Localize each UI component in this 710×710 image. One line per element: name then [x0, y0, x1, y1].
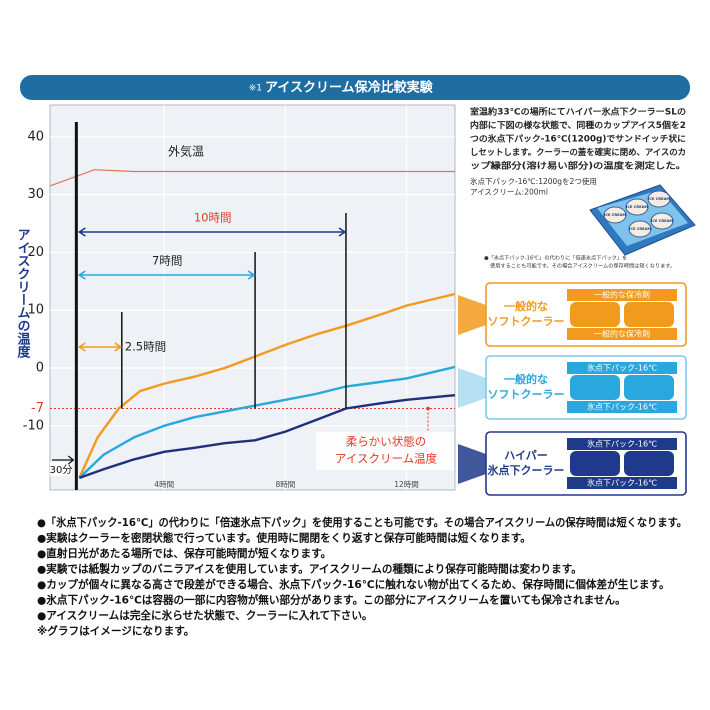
- pack-bottom: [567, 477, 677, 489]
- y-tick-label: 30: [27, 187, 44, 202]
- panel-label: 一般的な: [504, 372, 548, 386]
- cup-left: [570, 375, 620, 400]
- ice-cup: [603, 206, 627, 224]
- ice-cup: [647, 190, 671, 208]
- pack-top: [567, 362, 677, 374]
- ice-cup: [628, 220, 652, 238]
- pack-bottom: [567, 328, 677, 340]
- cup-right: [624, 451, 674, 476]
- description-line: 内部に下図の様な状態で、同種のカップアイス5個を2: [470, 119, 686, 131]
- description-line: ップ縁部分(溶け易い部分)の温度を測定した。: [470, 160, 686, 172]
- note-line: ●カップが個々に異なる高さで段差ができる場合、氷点下パック-16℃に触れない物が…: [37, 578, 670, 591]
- panel-label: ソフトクーラー: [488, 388, 565, 401]
- cup-label: ICE CREAM: [629, 227, 651, 231]
- cup-right: [624, 302, 674, 327]
- x-tick-label: 12時間: [394, 480, 419, 489]
- pack-label: 氷点下パック-16℃: [587, 439, 657, 449]
- pack-label: 一般的な保冷剤: [594, 329, 650, 339]
- span-label: 10時間: [194, 211, 232, 225]
- note-line: ※グラフはイメージになります。: [37, 625, 194, 638]
- cup-right: [624, 375, 674, 400]
- note-line: ●実験はクーラーを密閉状態で行っています。使用時に開閉をくり返すと保存可能時間は…: [37, 532, 531, 545]
- side-note: ●「氷点下パック-16℃」の代わりに「倍速氷点下パック」を: [484, 254, 627, 262]
- panel-label: 一般的な: [504, 299, 548, 313]
- series-line: [49, 169, 455, 187]
- start-label-bg: [50, 462, 72, 476]
- pack-bottom: [567, 401, 677, 413]
- start-label: 30分: [50, 464, 73, 476]
- series-line: [78, 394, 456, 480]
- y-tick-label: 0: [36, 361, 44, 376]
- y-axis-label: アイスクリームの温度: [15, 228, 31, 359]
- y-tick-label: -10: [23, 418, 44, 433]
- panel-label: ハイパー: [504, 449, 548, 462]
- side-panel: 室温約33℃の場所にてハイパー氷点下クーラーSLの内部に下図の様な状態で、同種の…: [458, 106, 696, 496]
- series-label: 外気温: [168, 144, 204, 159]
- description-line: しセットします。クーラーの蓋を確実に閉め、アイスのカ: [470, 146, 686, 158]
- cup-left: [570, 451, 620, 476]
- ice-cup: [625, 198, 649, 216]
- pack-top: [567, 438, 677, 450]
- panel-pointer: [458, 368, 486, 408]
- pack-label: 氷点下パック-16℃: [587, 363, 657, 373]
- ice-cup: [650, 212, 674, 230]
- pack-label: 氷点下パック-16℃: [587, 402, 657, 412]
- panel-pointer: [458, 444, 486, 484]
- plot: 40 30 20 10 0 -10 4時間 8時間 12時間 -7 柔らかい状態のアイスクリーム温度…: [15, 105, 456, 490]
- panel-pointer: [458, 295, 486, 335]
- x-tick-label: 8時間: [275, 480, 295, 489]
- description-line: 室温約33℃の場所にてハイパー氷点下クーラーSLの: [470, 106, 686, 118]
- notes: ●「氷点下パック-16℃」の代わりに「倍速氷点下パック」を使用することも可能です…: [37, 516, 687, 638]
- note-line: ●「氷点下パック-16℃」の代わりに「倍速氷点下パック」を使用することも可能です…: [37, 516, 687, 529]
- threshold-box: [316, 432, 454, 470]
- threshold-note: アイスクリーム温度: [335, 452, 438, 466]
- span-arrow: [77, 270, 256, 280]
- note-line: ●アイスクリームは完全に氷らせた状態で、クーラーに入れて下さい。: [37, 609, 373, 622]
- span-arrow: [77, 227, 347, 237]
- note-line: ●氷点下パック-16℃は容器の一部に内容物が無い部分があります。この部分にアイス…: [37, 594, 626, 607]
- chart-title: アイスクリーム保冷比較実験: [265, 80, 434, 96]
- spec-line: アイスクリーム:200ml: [470, 188, 548, 197]
- title-mark: ※1: [249, 84, 262, 94]
- span-label: 7時間: [152, 254, 182, 268]
- cup-label: ICE CREAM: [651, 219, 673, 223]
- panel-label: ソフトクーラー: [488, 315, 565, 328]
- span-arrow: [77, 342, 123, 352]
- cup-label: ICE CREAM: [648, 197, 670, 201]
- side-note: 使用することも可能です。その場合アイスクリームの保存時間は短くなります。: [490, 262, 675, 270]
- cup-label: ICE CREAM: [626, 205, 648, 209]
- cup-label: ICE CREAM: [604, 213, 626, 217]
- note-line: ●実験では紙製カップのバニラアイスを使用しています。アイスクリームの種類により保…: [37, 563, 582, 576]
- pack-label: 一般的な保冷剤: [594, 290, 650, 300]
- threshold-label: -7: [31, 401, 44, 416]
- title-banner: [20, 75, 690, 100]
- start-arrow: [52, 455, 75, 465]
- y-tick-label: 40: [27, 129, 44, 144]
- threshold-dot: [426, 406, 430, 411]
- spec-line: 氷点下パック-16℃:1200gを2つ使用: [470, 176, 597, 186]
- note-line: ●直射日光があたる場所では、保存可能時間が短くなります。: [37, 547, 331, 560]
- threshold-note: 柔らかい状態の: [346, 435, 427, 449]
- x-tick-label: 4時間: [154, 480, 174, 489]
- cup-left: [570, 302, 620, 327]
- span-label: 2.5時間: [125, 340, 166, 354]
- description-line: つの氷点下パック-16℃(1200g)でサンドイッチ状に: [470, 133, 686, 145]
- y-tick-label: 20: [27, 245, 44, 260]
- pack-label: 氷点下パック-16℃: [587, 478, 657, 488]
- y-tick-label: 10: [27, 303, 44, 318]
- pack-top: [567, 289, 677, 301]
- panel-label: 氷点下クーラー: [488, 463, 565, 477]
